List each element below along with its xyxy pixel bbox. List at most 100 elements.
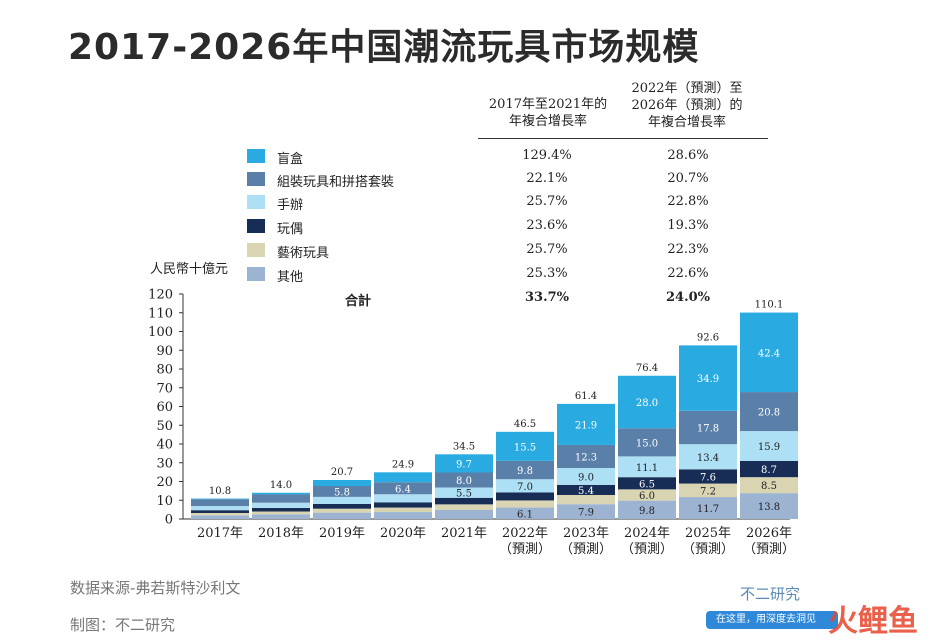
cagr2-blind-box: 28.6% bbox=[667, 148, 709, 163]
bar-segment bbox=[679, 483, 737, 498]
segment-value-label: 15.9 bbox=[758, 442, 780, 453]
segment-value-label: 9.8 bbox=[517, 466, 533, 477]
bar-segment bbox=[557, 468, 615, 485]
segment-value-label: 13.8 bbox=[758, 502, 780, 513]
segment-value-label: 20.8 bbox=[758, 408, 780, 419]
x-category-label: 2022年 bbox=[502, 526, 548, 541]
legend-swatch-assembly bbox=[247, 172, 265, 186]
bar-segment bbox=[435, 472, 493, 488]
segment-value-label: 11.1 bbox=[636, 463, 658, 474]
bar-segment bbox=[740, 312, 798, 393]
bar-segment bbox=[313, 480, 371, 486]
cagr-header-line: 年複合增長率 bbox=[508, 114, 587, 129]
cagr1-dolls: 23.6% bbox=[526, 218, 568, 233]
cagr2-figures: 22.8% bbox=[667, 194, 709, 209]
x-category-label: 2026年 bbox=[746, 526, 792, 541]
cagr-header-line: 2026年（預測）的 bbox=[631, 98, 743, 113]
data-source-note: 数据来源-弗若斯特沙利文 bbox=[70, 579, 241, 597]
bar-segment bbox=[618, 428, 676, 457]
y-tick-label: 10 bbox=[156, 494, 173, 509]
x-category-label: 2024年 bbox=[624, 526, 670, 541]
bar-segment bbox=[252, 511, 310, 515]
bar-segment bbox=[191, 510, 249, 513]
bar-segment bbox=[679, 497, 737, 519]
segment-value-label: 11.7 bbox=[697, 504, 719, 515]
bar-segment bbox=[740, 460, 798, 478]
cagr2-dolls: 19.3% bbox=[667, 218, 709, 233]
segment-value-label: 7.0 bbox=[517, 482, 533, 493]
x-category-sublabel: （預測） bbox=[621, 542, 673, 557]
chart-credit-note: 制图：不二研究 bbox=[70, 616, 176, 634]
page-title: 2017-2026年中国潮流玩具市场规模 bbox=[68, 27, 700, 68]
x-category-label: 2021年 bbox=[441, 526, 487, 541]
legend-label-dolls: 玩偶 bbox=[277, 222, 304, 237]
bar-total-label: 34.5 bbox=[453, 441, 475, 452]
segment-value-label: 7.9 bbox=[578, 508, 594, 519]
cagr-header-line: 2017年至2021年的 bbox=[488, 97, 608, 112]
bar-segment bbox=[740, 493, 798, 519]
segment-value-label: 6.4 bbox=[395, 484, 411, 495]
y-tick-label: 70 bbox=[156, 381, 173, 396]
bar-segment bbox=[435, 487, 493, 498]
y-tick-label: 50 bbox=[156, 419, 173, 434]
bar-total-label: 46.5 bbox=[514, 419, 536, 430]
legend-label-blind-box: 盲盒 bbox=[277, 152, 304, 167]
segment-value-label: 5.5 bbox=[456, 489, 472, 500]
bar-total-label: 20.7 bbox=[331, 467, 353, 478]
y-tick-label: 100 bbox=[148, 325, 173, 340]
segment-value-label: 6.1 bbox=[517, 509, 533, 520]
cagr-header-2022-2026: 2022年（預測）至 2026年（預測）的 年複合增長率 bbox=[612, 80, 762, 131]
x-category-label: 2018年 bbox=[258, 526, 304, 541]
bar-segment bbox=[252, 514, 310, 519]
x-category-label: 2025年 bbox=[685, 526, 731, 541]
bar-segment bbox=[618, 477, 676, 490]
bar-segment bbox=[679, 444, 737, 470]
legend-swatch-dolls bbox=[247, 219, 265, 233]
segment-value-label: 15.0 bbox=[636, 438, 658, 449]
bar-segment bbox=[618, 500, 676, 519]
y-tick-label: 120 bbox=[148, 288, 173, 303]
segment-value-label: 6.0 bbox=[639, 491, 655, 502]
x-category-sublabel: （預測） bbox=[682, 542, 734, 557]
total-label: 合計 bbox=[345, 294, 372, 309]
bar-segment bbox=[191, 499, 249, 507]
segment-value-label: 7.2 bbox=[700, 486, 716, 497]
bar-total-label: 76.4 bbox=[636, 363, 658, 374]
segment-value-label: 9.8 bbox=[639, 506, 655, 517]
bar-segment bbox=[557, 504, 615, 519]
bar-segment bbox=[313, 504, 371, 509]
bar-segment bbox=[435, 510, 493, 519]
cagr1-others: 25.3% bbox=[526, 266, 568, 281]
watermark-brand: 不二研究 bbox=[740, 585, 801, 603]
y-tick-label: 80 bbox=[156, 363, 173, 378]
segment-value-label: 8.7 bbox=[761, 465, 777, 476]
segment-value-label: 34.9 bbox=[697, 374, 719, 385]
bar-segment bbox=[557, 403, 615, 445]
bar-segment bbox=[496, 507, 554, 519]
x-category-label: 2023年 bbox=[563, 526, 609, 541]
bar-total-label: 14.0 bbox=[270, 480, 292, 491]
segment-value-label: 42.4 bbox=[758, 348, 780, 359]
cagr1-blind-box: 129.4% bbox=[522, 148, 572, 163]
x-category-sublabel: （預測） bbox=[560, 542, 612, 557]
x-category-label: 2017年 bbox=[197, 526, 243, 541]
bar-segment bbox=[618, 489, 676, 501]
segment-value-label: 21.9 bbox=[575, 420, 597, 431]
bar-segment bbox=[374, 472, 432, 483]
y-tick-label: 90 bbox=[156, 344, 173, 359]
bar-segment bbox=[496, 492, 554, 501]
segment-value-label: 6.5 bbox=[639, 479, 655, 490]
bar-segment bbox=[496, 500, 554, 508]
bar-segment bbox=[618, 456, 676, 478]
bar-segment bbox=[252, 492, 310, 495]
legend-swatch-art-toys bbox=[247, 243, 265, 257]
bar-segment bbox=[740, 392, 798, 432]
bar-segment bbox=[374, 512, 432, 519]
y-tick-label: 30 bbox=[156, 456, 173, 471]
bar-total-label: 10.8 bbox=[209, 486, 231, 497]
segment-value-label: 28.0 bbox=[636, 398, 658, 409]
cagr-header-line: 年複合增長率 bbox=[647, 115, 726, 130]
cagr2-assembly: 20.7% bbox=[667, 171, 709, 186]
x-category-sublabel: （預測） bbox=[499, 542, 551, 557]
